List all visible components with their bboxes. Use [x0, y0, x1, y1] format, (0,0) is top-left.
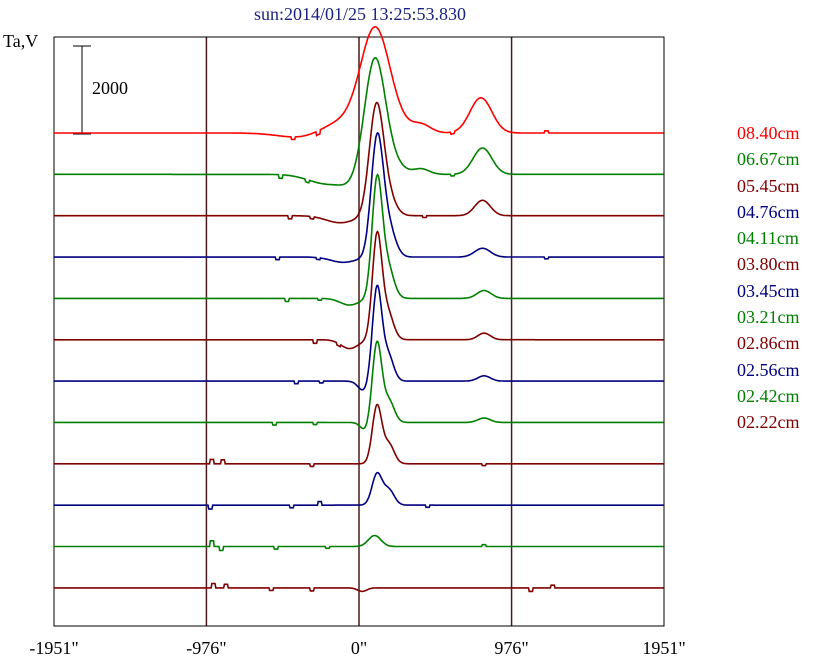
x-tick-label: 1951": [642, 638, 686, 658]
plot-border: [53, 36, 665, 627]
series-line-02-56cm: [54, 471, 664, 510]
x-tick-label: -1951": [29, 638, 79, 658]
legend-item: 02.56cm: [737, 359, 800, 380]
scale-bar: [73, 45, 91, 135]
series-line-02-86cm: [54, 403, 664, 468]
legend-item: 05.45cm: [737, 175, 800, 196]
legend: 08.40cm 06.67cm 05.45cm 04.76cm 04.11cm 03.80…: [737, 120, 800, 436]
chart-title: sun:2014/01/25 13:25:53.830: [253, 4, 466, 24]
x-tick-label: 0": [350, 638, 368, 658]
legend-item: 02.86cm: [737, 333, 800, 354]
y-axis-label: Ta,V: [3, 31, 39, 51]
series-line-03-21cm: [54, 340, 664, 430]
vertical-grid-lines: [205, 37, 513, 626]
legend-item: 02.22cm: [737, 412, 800, 433]
series-line-04-76cm: [54, 131, 664, 264]
series-line-02-22cm: [54, 582, 664, 593]
legend-item: 06.67cm: [737, 149, 800, 170]
x-tick-label: 976": [494, 638, 529, 658]
series-line-06-67cm: [54, 56, 664, 186]
legend-item: 08.40cm: [737, 123, 800, 143]
series-lines: [54, 25, 664, 593]
series-line-08-40cm: [54, 25, 664, 141]
legend-item: 03.80cm: [737, 254, 800, 275]
series-line-05-45cm: [54, 101, 664, 224]
legend-item: 04.11cm: [737, 228, 799, 249]
series-line-02-42cm: [54, 534, 664, 552]
legend-item: 02.42cm: [737, 385, 800, 406]
x-tick-label: -976": [186, 638, 227, 658]
legend-item: 03.21cm: [737, 307, 800, 328]
plot-frame: [53, 36, 665, 627]
legend-item: 03.45cm: [737, 280, 800, 301]
series-line-03-80cm: [54, 230, 664, 350]
legend-item: 04.76cm: [737, 201, 800, 222]
scale-bar-label: 2000: [92, 78, 128, 98]
series-line-03-45cm: [54, 284, 664, 391]
series-line-04-11cm: [54, 173, 664, 306]
